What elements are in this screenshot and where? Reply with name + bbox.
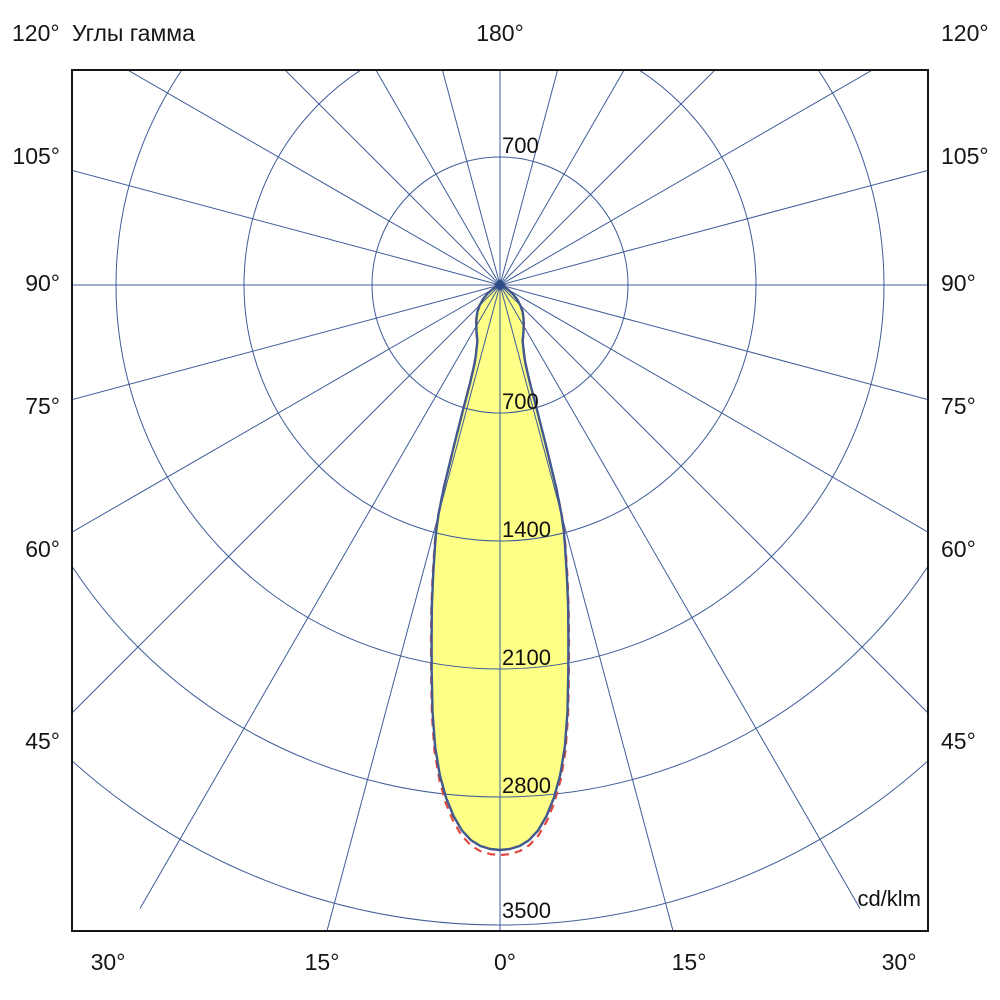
ring-label-700-upper: 700 (502, 133, 539, 158)
gamma-label-left-90: 90° (25, 270, 60, 296)
gamma-label-bottom-left-15: 15° (304, 949, 340, 975)
gamma-label-bottom-0: 0° (494, 949, 516, 975)
gamma-label-left-45: 45° (25, 728, 60, 754)
unit-label: cd/klm (857, 886, 921, 911)
gamma-label-right-60: 60° (941, 536, 976, 562)
gamma-label-bottom-right-30: 30° (881, 949, 917, 975)
gamma-label-top-left-120: 120° (12, 20, 60, 46)
ring-label-700: 700 (502, 389, 539, 414)
ring-label-3500: 3500 (502, 898, 551, 923)
gamma-label-right-75: 75° (941, 393, 976, 419)
chart-title: Углы гамма (72, 20, 195, 46)
gamma-label-left-105: 105° (12, 143, 60, 169)
ring-label-2800: 2800 (502, 773, 551, 798)
gamma-label-bottom-left-30: 30° (90, 949, 126, 975)
gamma-label-bottom-right-15: 15° (671, 949, 707, 975)
gamma-label-right-105: 105° (941, 143, 989, 169)
gamma-label-top-right-120: 120° (941, 20, 989, 46)
gamma-label-right-45: 45° (941, 728, 976, 754)
gamma-label-left-60: 60° (25, 536, 60, 562)
gamma-label-right-90: 90° (941, 270, 976, 296)
gamma-label-180: 180° (476, 20, 524, 46)
ring-label-2100: 2100 (502, 645, 551, 670)
ring-label-1400: 1400 (502, 517, 551, 542)
gamma-label-left-75: 75° (25, 393, 60, 419)
